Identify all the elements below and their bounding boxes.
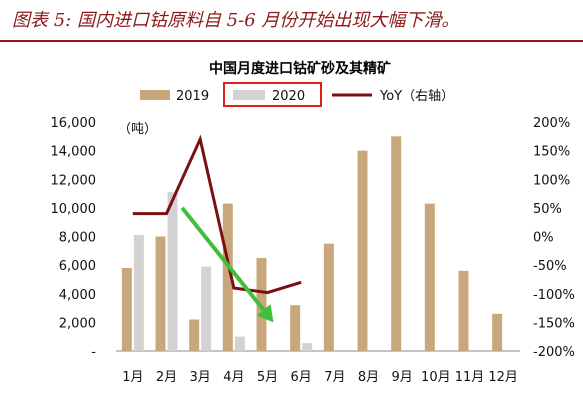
x-tick-label: 4月 — [223, 370, 244, 385]
yoy-line — [132, 134, 302, 295]
left-tick-label: 2,000 — [59, 316, 96, 331]
x-tick-label: 1月 — [122, 370, 143, 385]
right-tick-label: 0% — [533, 231, 554, 246]
x-tick-label: 8月 — [358, 370, 379, 385]
left-tick-label: 4,000 — [59, 288, 96, 303]
yoy-line-series — [132, 134, 302, 295]
arrow-head — [256, 304, 274, 323]
x-axis-labels: 1月 2月 3月 4月 5月 6月 7月 8月 9月 10月 11月 12月 — [122, 370, 518, 385]
bar-2019 — [424, 203, 435, 351]
bar-2020 — [302, 343, 313, 351]
chart-legend: 2019 2020 YoY（右轴） — [140, 82, 454, 107]
bar-2019 — [222, 203, 233, 351]
bar-2019 — [357, 150, 368, 351]
bar-2020 — [234, 336, 245, 351]
legend-label-2020: 2020 — [272, 89, 305, 104]
bar-series — [121, 136, 503, 351]
bar-2019 — [458, 270, 469, 351]
legend-swatch-2020 — [233, 90, 265, 100]
x-tick-label: 9月 — [392, 370, 413, 385]
left-tick-label: 10,000 — [51, 202, 97, 217]
left-tick-label: 8,000 — [59, 231, 96, 246]
bar-2019 — [155, 236, 166, 351]
left-tick-label: - — [91, 345, 96, 360]
right-tick-label: -100% — [533, 288, 575, 303]
bar-2020 — [201, 266, 212, 351]
left-tick-label: 6,000 — [59, 259, 96, 274]
right-tick-label: -50% — [533, 259, 567, 274]
x-tick-label: 11月 — [455, 370, 485, 385]
y-unit-label: （吨） — [118, 122, 157, 137]
legend-highlight-box — [223, 82, 322, 107]
bar-2019 — [492, 313, 503, 351]
right-tick-label: 50% — [533, 202, 562, 217]
left-tick-label: 16,000 — [51, 116, 97, 131]
x-tick-label: 10月 — [421, 370, 451, 385]
bar-2020 — [167, 192, 178, 351]
arrow-shaft — [180, 206, 266, 312]
bar-2019 — [391, 136, 402, 351]
x-tick-label: 7月 — [324, 370, 345, 385]
x-tick-label: 6月 — [291, 370, 312, 385]
right-tick-label: 150% — [533, 145, 570, 160]
x-tick-label: 3月 — [190, 370, 211, 385]
bar-2019 — [189, 319, 200, 351]
bar-2019 — [290, 305, 301, 351]
right-tick-label: 100% — [533, 173, 570, 188]
chart-title: 中国月度进口钴矿砂及其精矿 — [209, 60, 391, 77]
chart-axes: - 2,000 4,000 6,000 8,000 10,000 12,000 14,000 1… — [51, 116, 575, 360]
x-tick-label: 12月 — [488, 370, 518, 385]
legend-label-2019: 2019 — [176, 89, 209, 104]
x-tick-label: 5月 — [257, 370, 278, 385]
x-tick-label: 2月 — [156, 370, 177, 385]
trend-arrow — [180, 206, 274, 323]
left-tick-label: 14,000 — [51, 145, 97, 160]
caption-rule — [0, 40, 583, 42]
left-tick-label: 12,000 — [51, 173, 97, 188]
legend-swatch-2019 — [140, 90, 170, 100]
legend-label-yoy: YoY（右轴） — [379, 89, 454, 104]
bar-2019 — [323, 243, 334, 351]
figure-caption: 图表 5: 国内进口钴原料自 5-6 月份开始出现大幅下滑。 — [12, 10, 460, 31]
right-tick-label: 200% — [533, 116, 570, 131]
bar-2019 — [121, 267, 132, 351]
right-tick-label: -150% — [533, 316, 575, 331]
bar-2020 — [133, 235, 144, 351]
right-tick-label: -200% — [533, 345, 575, 360]
